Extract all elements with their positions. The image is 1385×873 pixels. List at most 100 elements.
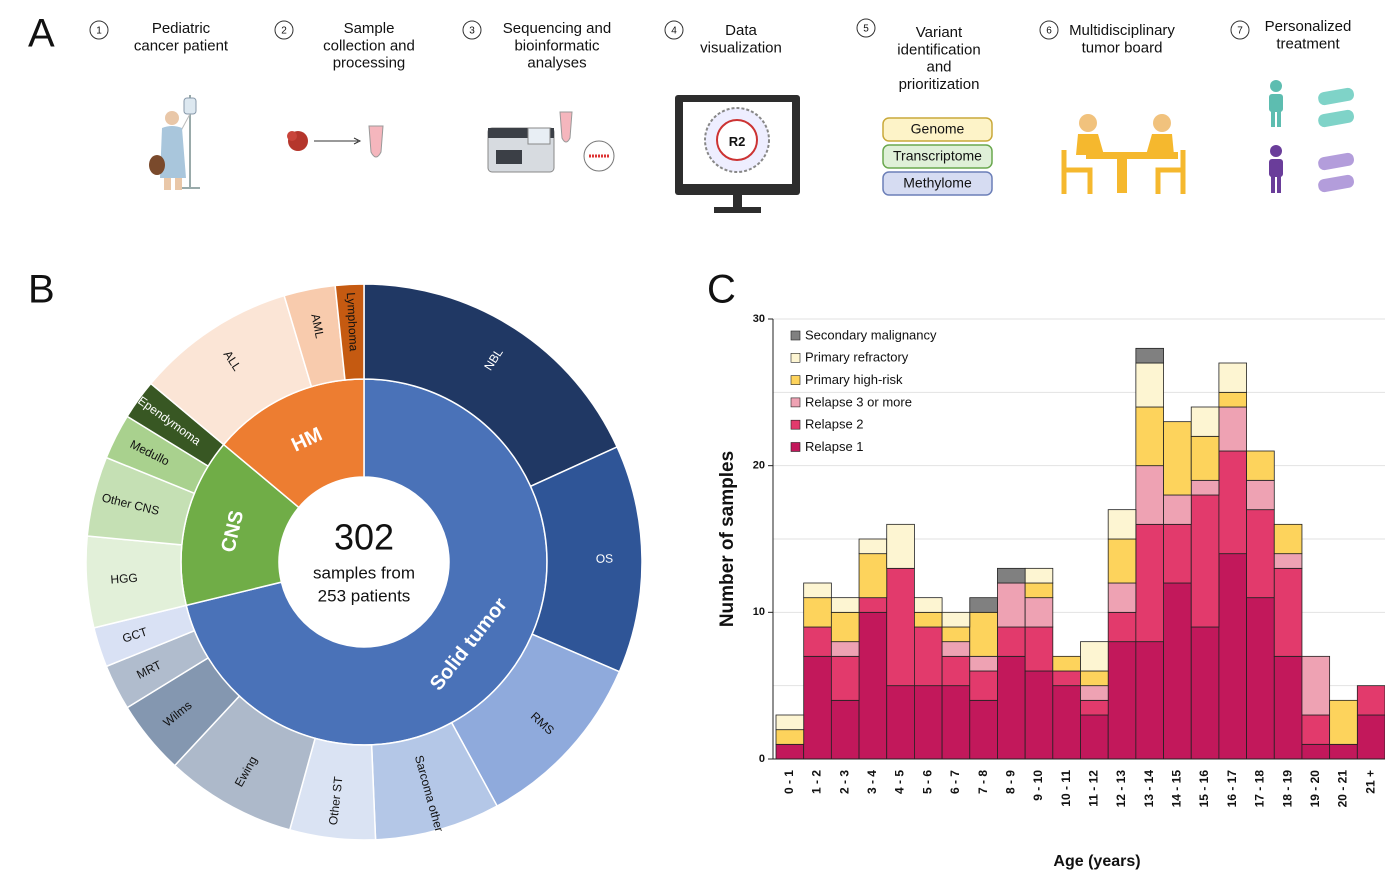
x-tick-label: 18 - 19 [1280, 770, 1294, 808]
bar-segment [1136, 524, 1164, 641]
x-tick-label: 5 - 6 [920, 770, 934, 794]
bar-segment [1053, 686, 1081, 759]
bar-segment [1302, 744, 1330, 759]
bar-segment [859, 554, 887, 598]
bar-segment [1053, 671, 1081, 686]
step-label: prioritization [899, 76, 980, 93]
bar-segment [831, 598, 859, 613]
step-label: Sample [344, 20, 395, 37]
omics-label: Genome [911, 121, 965, 137]
bar-segment [1108, 539, 1136, 583]
bar-segment [914, 686, 942, 759]
x-tick-label: 21 + [1363, 770, 1377, 794]
bar-segment [997, 627, 1025, 656]
y-axis-label: Number of samples [717, 451, 738, 627]
panel-label: C [707, 268, 736, 312]
bar-segment [1219, 363, 1247, 392]
bar-segment [831, 612, 859, 641]
x-tick-label: 2 - 3 [837, 770, 851, 794]
bar-segment [1247, 480, 1275, 509]
bar-segment [1302, 656, 1330, 715]
bar-segment [1108, 642, 1136, 759]
legend-label: Relapse 2 [805, 417, 864, 432]
step-label: identification [897, 41, 980, 58]
bar-segment [1219, 407, 1247, 451]
bar-segment [1330, 744, 1358, 759]
step-number: 1 [96, 26, 102, 37]
bar-segment [776, 730, 804, 745]
bar-segment [1219, 451, 1247, 554]
bar-segment [1274, 568, 1302, 656]
bar-segment [1108, 612, 1136, 641]
step-label: and [926, 59, 951, 76]
icon-treatment [1269, 80, 1355, 193]
step-number: 2 [281, 26, 287, 37]
step-number: 4 [671, 26, 677, 37]
step-label: Multidisciplinary [1069, 22, 1175, 39]
bar-segment [887, 568, 915, 685]
x-tick-label: 0 - 1 [782, 770, 796, 794]
legend-swatch [791, 331, 800, 340]
bar-segment [776, 715, 804, 730]
omics-label: Transcriptome [893, 148, 982, 164]
icon-sample [287, 126, 383, 157]
step-label: cancer patient [134, 37, 229, 54]
sunburst-leaf-label: OS [596, 552, 613, 566]
bar-segment [914, 612, 942, 627]
bar-segment [914, 627, 942, 686]
bar-segment [1164, 524, 1192, 583]
bar-segment [997, 568, 1025, 583]
panel-label: A [28, 12, 55, 56]
bar-segment [887, 686, 915, 759]
bar-segment [1164, 583, 1192, 759]
bar-segment [1108, 510, 1136, 539]
bar-segment [776, 744, 804, 759]
bar-segment [942, 656, 970, 685]
step-number: 5 [863, 24, 869, 35]
x-tick-label: 13 - 14 [1142, 770, 1156, 808]
y-tick-label: 30 [753, 313, 765, 325]
step-label: processing [333, 55, 406, 72]
y-tick-label: 20 [753, 460, 765, 472]
bar-segment [1164, 422, 1192, 495]
bar-segment [1025, 583, 1053, 598]
bar-segment [1081, 642, 1109, 671]
icon-monitor [675, 95, 800, 213]
bar-segment [1247, 451, 1275, 480]
bar-segment [997, 656, 1025, 759]
bar-segment [831, 642, 859, 657]
step-label: bioinformatic [514, 37, 600, 54]
sunburst-outer-segment [531, 447, 642, 672]
step-label: Sequencing and [503, 20, 611, 37]
bar-segment [1357, 686, 1385, 715]
legend-swatch [791, 376, 800, 385]
bar-segment [887, 524, 915, 568]
bar-segment [1219, 554, 1247, 759]
legend-swatch [791, 398, 800, 407]
bar-segment [804, 583, 832, 598]
bar-segment [1274, 656, 1302, 759]
bar-segment [1136, 407, 1164, 466]
bar-segment [804, 656, 832, 759]
bar-segment [1302, 715, 1330, 744]
center-label: samples from [313, 563, 415, 582]
bar-segment [1330, 700, 1358, 744]
bar-segment [1081, 700, 1109, 715]
bar-segment [859, 612, 887, 759]
bar-segment [942, 642, 970, 657]
bar-segment [859, 598, 887, 613]
bar-segment [942, 612, 970, 627]
legend-label: Relapse 3 or more [805, 394, 912, 409]
step-label: treatment [1276, 35, 1340, 52]
step-label: Data [725, 22, 757, 39]
bar-segment [1081, 715, 1109, 759]
bar-segment [970, 598, 998, 613]
bar-segment [997, 583, 1025, 627]
bar-segment [1136, 348, 1164, 363]
bar-segment [831, 700, 859, 759]
bar-segment [942, 686, 970, 759]
bar-segment [859, 539, 887, 554]
bar-segment [1274, 554, 1302, 569]
y-tick-label: 10 [753, 606, 765, 618]
x-tick-label: 15 - 16 [1197, 770, 1211, 808]
